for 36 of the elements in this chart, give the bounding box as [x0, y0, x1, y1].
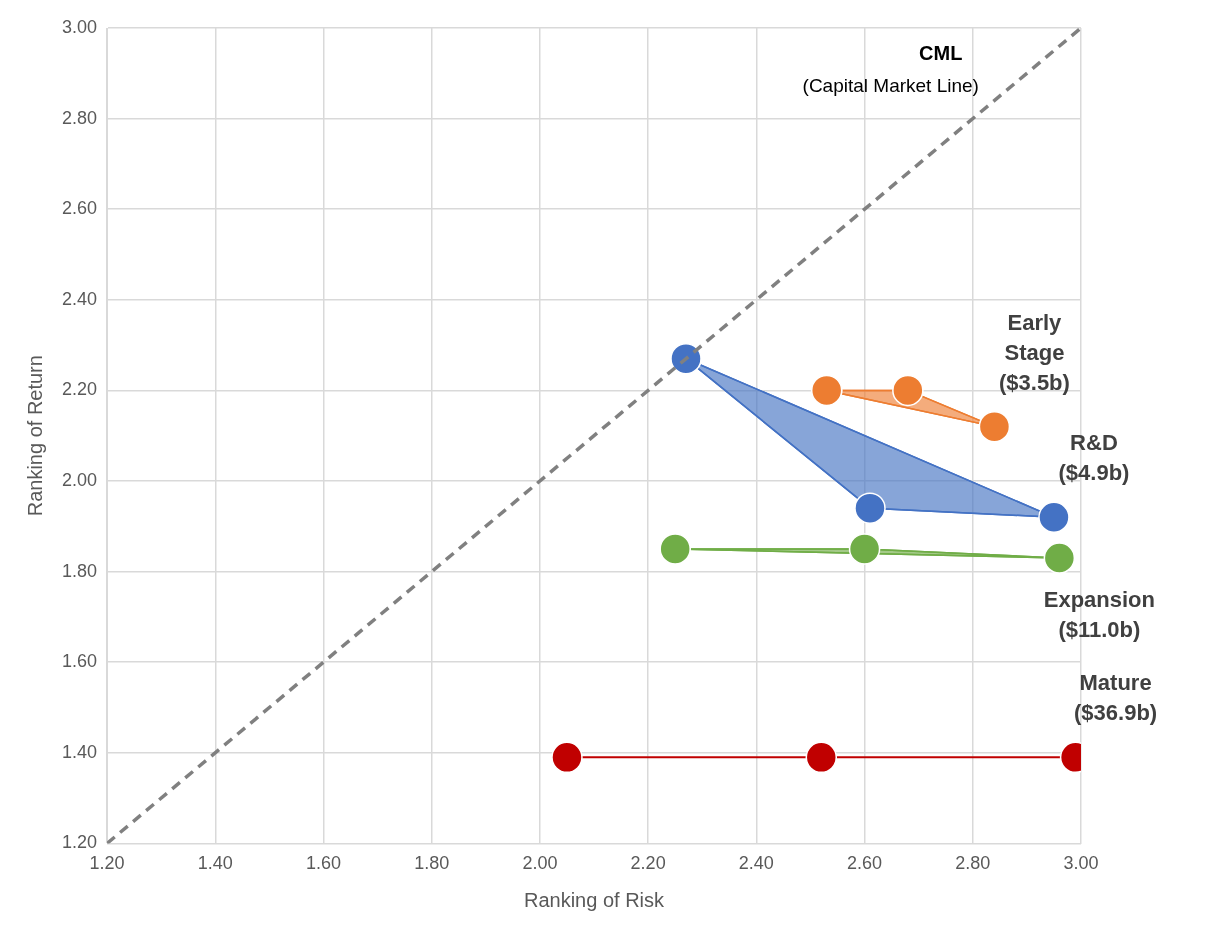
x-tick-label: 2.80	[955, 853, 991, 874]
point	[848, 533, 881, 565]
point	[1038, 501, 1070, 533]
text: CML	[919, 42, 963, 65]
series-label: Early Stage ($3.5b)	[998, 309, 1070, 395]
x-tick-label: 2.60	[847, 853, 883, 874]
x-tick-label: 2.20	[630, 853, 666, 874]
point	[805, 741, 838, 774]
y-tick-label: 1.20	[61, 832, 98, 853]
y-tick-label: 2.20	[61, 379, 98, 400]
point	[551, 741, 583, 774]
y-tick-label: 2.00	[61, 469, 98, 490]
y-tick-label: 2.60	[61, 198, 98, 219]
series-label: Expansion ($11.0b)	[1043, 587, 1155, 643]
x-tick-label: 2.00	[522, 853, 558, 874]
y-tick-label: 1.40	[61, 741, 98, 762]
y-tick-label: 2.40	[61, 288, 98, 309]
x-tick-label: 1.80	[414, 853, 450, 874]
point	[978, 410, 1011, 443]
series-label: Mature ($36.9b)	[1074, 670, 1158, 726]
y-axis-title: Ranking of Return	[23, 355, 46, 517]
x-tick-label: 2.40	[738, 853, 774, 874]
series-label: R&D ($4.9b)	[1058, 430, 1130, 486]
x-tick-label: 1.20	[89, 853, 125, 874]
annotation: (Capital Market Line)	[802, 74, 979, 96]
y-tick-label: 2.80	[61, 107, 98, 128]
x-axis-title: Ranking of Risk	[523, 888, 666, 911]
point	[1043, 542, 1076, 574]
x-tick-label: 1.40	[197, 853, 233, 874]
x-tick-label: 3.00	[1063, 853, 1099, 874]
point	[892, 374, 924, 407]
y-tick-label: 3.00	[61, 16, 98, 37]
y-tick-label: 1.60	[61, 651, 98, 672]
x-tick-label: 1.60	[305, 853, 341, 874]
point	[854, 492, 886, 524]
y-tick-label: 1.80	[61, 560, 98, 581]
